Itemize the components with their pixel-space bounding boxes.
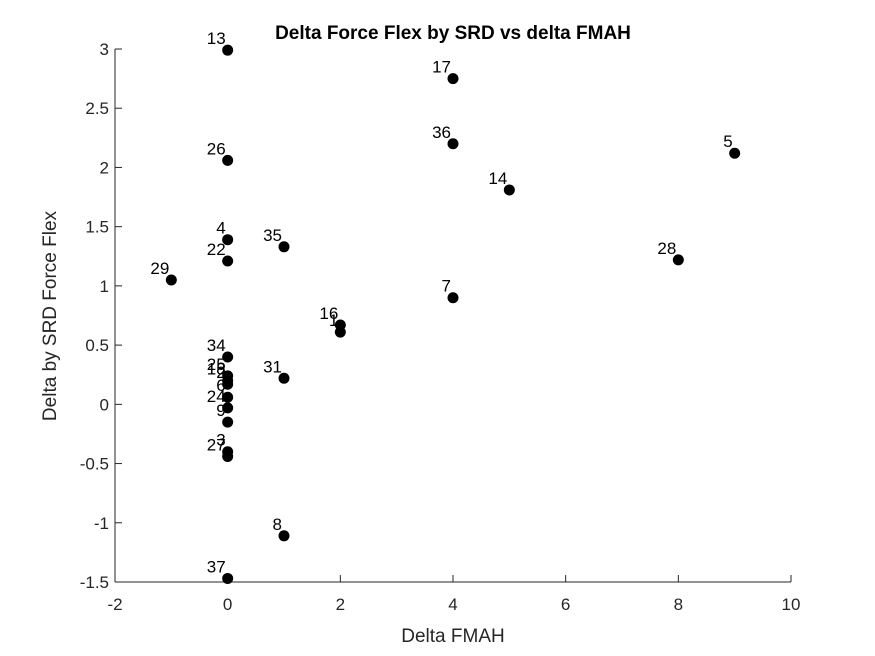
- y-tick-label: 2: [100, 158, 109, 177]
- y-tick-label: 2.5: [85, 99, 109, 118]
- y-tick-label: 1: [100, 277, 109, 296]
- data-point: [672, 254, 684, 266]
- data-point-label: 9: [216, 401, 225, 420]
- data-point-label: 35: [263, 226, 282, 245]
- data-point-label: 25: [207, 355, 226, 374]
- data-point-label: 29: [150, 259, 169, 278]
- data-point-label: 26: [207, 139, 226, 158]
- data-point-label: 31: [263, 357, 282, 376]
- chart-title: Delta Force Flex by SRD vs delta FMAH: [275, 23, 631, 44]
- data-point: [334, 326, 346, 338]
- x-tick-label: 4: [448, 595, 457, 614]
- data-point-label: 7: [442, 277, 451, 296]
- y-axis-ticks: -1.5 -1 -0.5 0 0.5 1 1.5 2 2.5 3: [80, 40, 122, 592]
- data-point: [729, 147, 741, 159]
- data-point-label: 17: [432, 58, 451, 77]
- data-point-label: 6: [216, 376, 225, 395]
- data-point: [278, 530, 290, 542]
- data-point: [447, 292, 459, 304]
- data-point-label: 34: [207, 336, 226, 355]
- data-point-label: 24: [207, 387, 226, 406]
- data-point-label: 5: [723, 132, 732, 151]
- data-point: [165, 274, 177, 286]
- data-point: [503, 184, 515, 196]
- x-tick-label: 8: [674, 595, 683, 614]
- data-point: [447, 73, 459, 85]
- data-point-label: 16: [319, 304, 338, 323]
- data-point-label: 18: [207, 360, 226, 379]
- x-tick-label: 0: [223, 595, 232, 614]
- data-point: [222, 154, 234, 166]
- data-point: [222, 402, 234, 414]
- y-tick-label: -0.5: [80, 455, 109, 474]
- data-point: [222, 572, 234, 584]
- data-point: [222, 450, 234, 462]
- data-point: [278, 241, 290, 253]
- y-tick-label: 0.5: [85, 336, 109, 355]
- data-point-label: 14: [488, 169, 507, 188]
- y-tick-label: -1.5: [80, 573, 109, 592]
- data-point: [222, 378, 234, 390]
- x-tick-label: 2: [336, 595, 345, 614]
- data-point-label: 37: [207, 557, 226, 576]
- data-point-label: 13: [207, 29, 226, 48]
- x-axis-ticks: -2 0 2 4 6 8 10: [107, 575, 800, 614]
- y-tick-label: -1: [94, 514, 109, 533]
- data-point-label: 36: [432, 123, 451, 142]
- data-point: [222, 351, 234, 363]
- data-point-label: 27: [207, 435, 226, 454]
- data-point-label: 28: [657, 239, 676, 258]
- data-point-label: 3: [216, 431, 225, 450]
- x-tick-label: -2: [107, 595, 122, 614]
- data-point: [222, 416, 234, 428]
- y-axis-label: Delta by SRD Force Flex: [40, 210, 61, 421]
- data-point: [222, 44, 234, 56]
- data-point: [447, 138, 459, 150]
- axes: [114, 49, 791, 583]
- x-tick-label: 6: [561, 595, 570, 614]
- data-point: [278, 372, 290, 384]
- y-tick-label: 0: [100, 395, 109, 414]
- data-point: [222, 234, 234, 246]
- x-tick-label: 10: [782, 595, 801, 614]
- data-point-label: 2: [216, 363, 225, 382]
- y-tick-label: 1.5: [85, 218, 109, 237]
- data-point: [222, 391, 234, 403]
- data-point-label: 8: [273, 515, 282, 534]
- x-axis-label: Delta FMAH: [401, 626, 504, 647]
- data-point: [222, 255, 234, 267]
- y-tick-label: 3: [100, 40, 109, 59]
- data-point-label: 1: [329, 311, 338, 330]
- data-point-label: 4: [216, 219, 225, 238]
- data-point-label: 22: [207, 240, 226, 259]
